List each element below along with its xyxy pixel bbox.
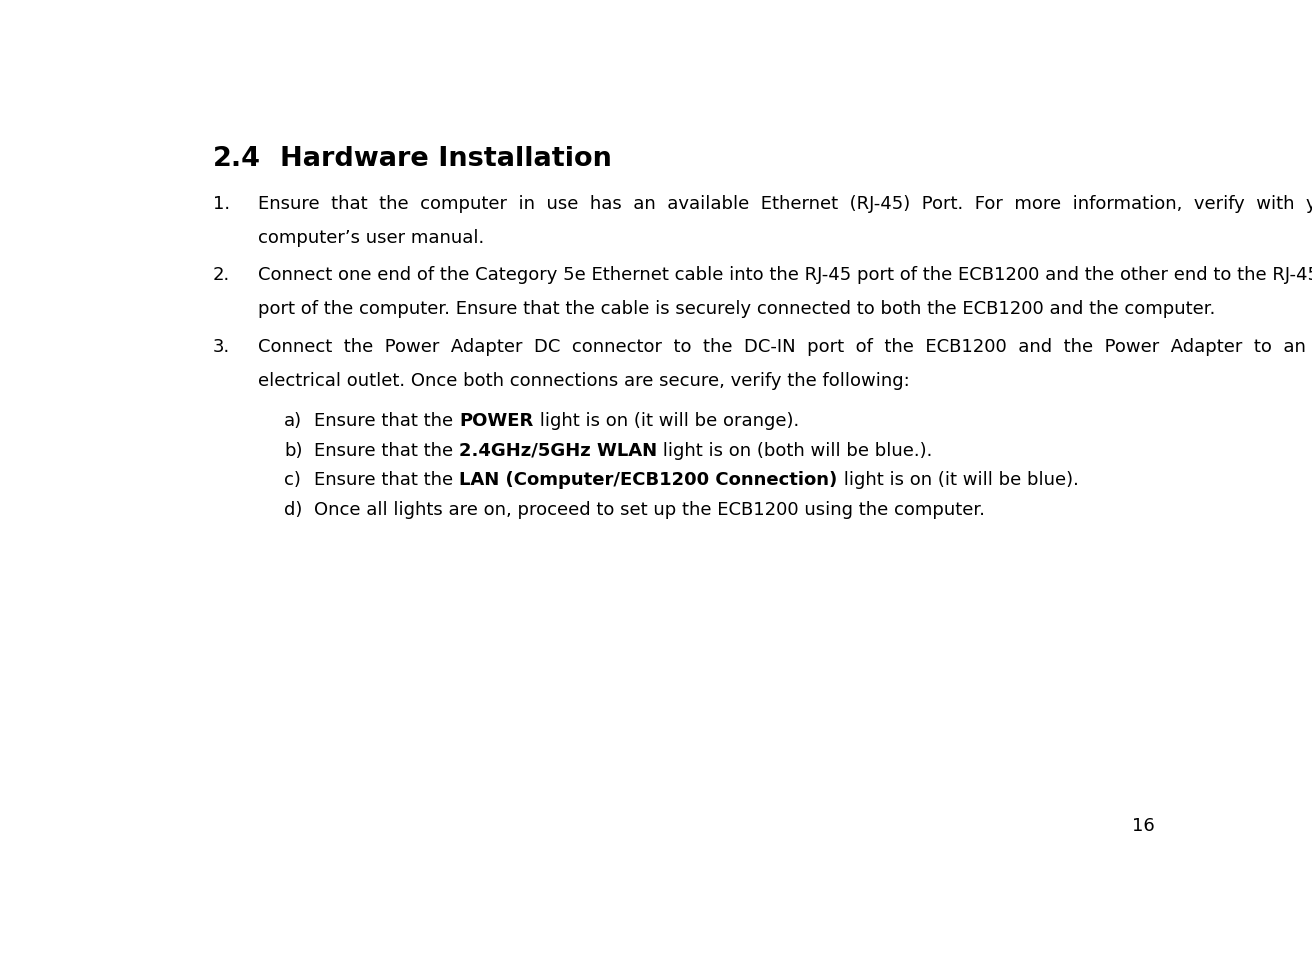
Text: Ensure that the: Ensure that the xyxy=(315,412,459,430)
Text: Ensure that the: Ensure that the xyxy=(315,442,459,460)
Text: light is on (it will be orange).: light is on (it will be orange). xyxy=(534,412,799,430)
Text: computer’s user manual.: computer’s user manual. xyxy=(257,229,484,246)
Text: LAN (Computer/ECB1200 Connection): LAN (Computer/ECB1200 Connection) xyxy=(459,471,837,490)
Text: c): c) xyxy=(283,471,300,490)
Text: Connect  the  Power  Adapter  DC  connector  to  the  DC-IN  port  of  the  ECB1: Connect the Power Adapter DC connector t… xyxy=(257,338,1312,355)
Text: Connect one end of the Category 5e Ethernet cable into the RJ-45 port of the ECB: Connect one end of the Category 5e Ether… xyxy=(257,266,1312,285)
Text: b): b) xyxy=(283,442,303,460)
Text: POWER: POWER xyxy=(459,412,534,430)
Text: d): d) xyxy=(283,501,302,518)
Text: 1.: 1. xyxy=(213,194,230,213)
Text: 2.4: 2.4 xyxy=(213,146,261,171)
Text: 2.4GHz/5GHz WLAN: 2.4GHz/5GHz WLAN xyxy=(459,442,657,460)
Text: light is on (it will be blue).: light is on (it will be blue). xyxy=(837,471,1078,490)
Text: Hardware Installation: Hardware Installation xyxy=(261,146,611,171)
Text: a): a) xyxy=(283,412,302,430)
Text: 16: 16 xyxy=(1132,817,1155,835)
Text: 3.: 3. xyxy=(213,338,230,355)
Text: light is on (both will be blue.).: light is on (both will be blue.). xyxy=(657,442,933,460)
Text: port of the computer. Ensure that the cable is securely connected to both the EC: port of the computer. Ensure that the ca… xyxy=(257,300,1215,318)
Text: Ensure that the: Ensure that the xyxy=(315,471,459,490)
Text: 2.: 2. xyxy=(213,266,230,285)
Text: Ensure  that  the  computer  in  use  has  an  available  Ethernet  (RJ-45)  Por: Ensure that the computer in use has an a… xyxy=(257,194,1312,213)
Text: electrical outlet. Once both connections are secure, verify the following:: electrical outlet. Once both connections… xyxy=(257,372,909,390)
Text: Once all lights are on, proceed to set up the ECB1200 using the computer.: Once all lights are on, proceed to set u… xyxy=(315,501,985,518)
